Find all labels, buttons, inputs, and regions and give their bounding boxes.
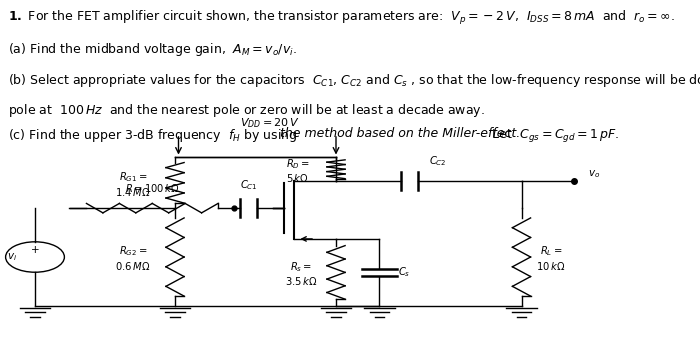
Text: $V_{DD} = 20\,V$: $V_{DD} = 20\,V$ <box>239 117 300 130</box>
Text: Let  $C_{gs} = C_{gd} = 1\,pF$.: Let $C_{gs} = C_{gd} = 1\,pF$. <box>488 127 620 144</box>
Text: (b) Select appropriate values for the capacitors  $C_{C1}$, $C_{C2}$ and $C_s$ ,: (b) Select appropriate values for the ca… <box>8 72 700 89</box>
Text: $R_{G1} =$: $R_{G1} =$ <box>119 171 147 184</box>
Text: $C_{C1}$: $C_{C1}$ <box>239 178 258 191</box>
Text: pole at  $100\,Hz$  and the nearest pole or zero will be at least a decade away.: pole at $100\,Hz$ and the nearest pole o… <box>8 102 485 119</box>
Text: $v_o$: $v_o$ <box>588 168 600 180</box>
Text: the method based on the Miller-effect.: the method based on the Miller-effect. <box>280 127 520 140</box>
Text: $v_i$: $v_i$ <box>8 251 18 263</box>
Text: $R = 100\,k\Omega$: $R = 100\,k\Omega$ <box>125 182 180 194</box>
Text: +: + <box>31 245 39 255</box>
Text: $C_s$: $C_s$ <box>398 265 410 279</box>
Text: $R_s =$: $R_s =$ <box>290 260 312 274</box>
Text: (a) Find the midband voltage gain,  $A_M = v_o/v_i$.: (a) Find the midband voltage gain, $A_M … <box>8 41 297 58</box>
Text: $3.5\,k\Omega$: $3.5\,k\Omega$ <box>285 275 317 287</box>
Text: $0.6\,M\Omega$: $0.6\,M\Omega$ <box>116 260 150 272</box>
Text: $\mathbf{1.}$ For the FET amplifier circuit shown, the transistor parameters are: $\mathbf{1.}$ For the FET amplifier circ… <box>8 9 675 27</box>
Text: $R_L =$: $R_L =$ <box>540 245 562 258</box>
Text: $1.4\,M\Omega$: $1.4\,M\Omega$ <box>116 186 150 198</box>
Text: $R_{G2} =$: $R_{G2} =$ <box>119 245 147 258</box>
Text: $R_D =$: $R_D =$ <box>286 157 309 171</box>
Text: $10\,k\Omega$: $10\,k\Omega$ <box>536 260 566 272</box>
Text: (c) Find the upper 3-dB frequency  $f_H$ by using: (c) Find the upper 3-dB frequency $f_H$ … <box>8 127 299 144</box>
Text: $5\,k\Omega$: $5\,k\Omega$ <box>286 172 309 184</box>
Text: $C_{C2}$: $C_{C2}$ <box>428 154 447 168</box>
